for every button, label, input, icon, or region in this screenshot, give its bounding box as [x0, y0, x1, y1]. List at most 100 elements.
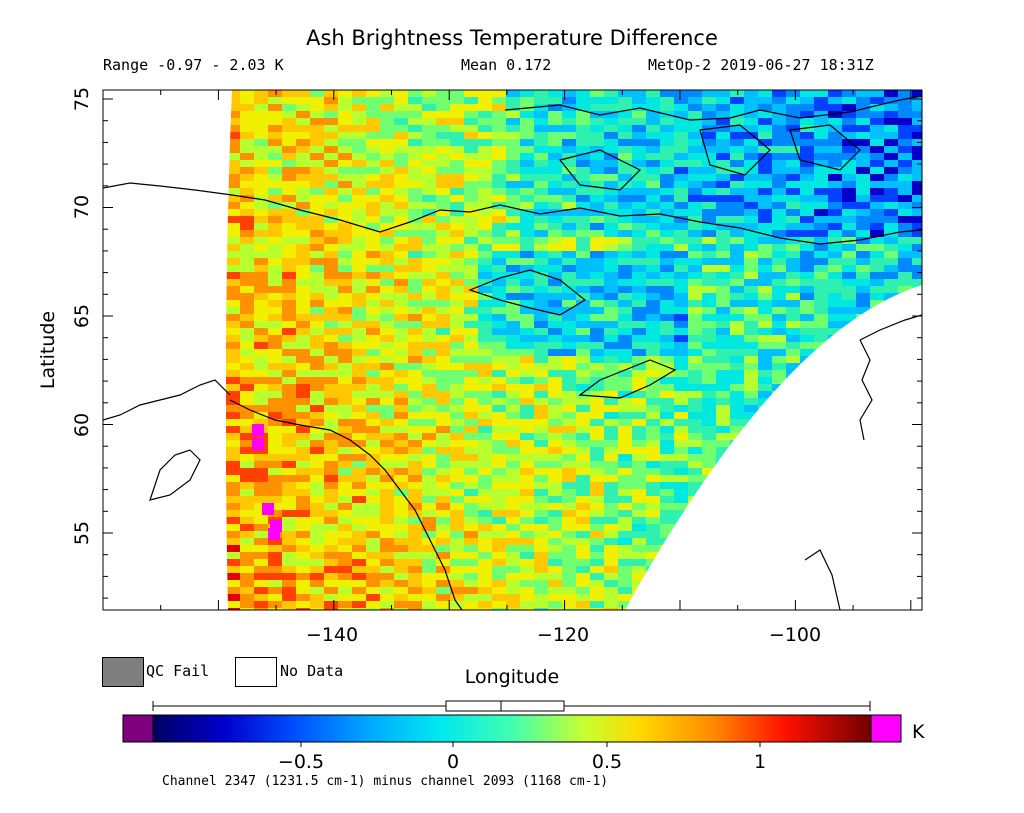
- swath-pixel: [870, 216, 885, 224]
- swath-pixel: [716, 349, 731, 357]
- swath-pixel: [800, 524, 815, 532]
- swath-pixel: [534, 468, 549, 476]
- swath-pixel: [324, 167, 339, 175]
- swath-pixel: [520, 454, 535, 462]
- swath-pixel: [352, 426, 367, 434]
- swath-pixel: [730, 538, 745, 546]
- swath-pixel: [590, 496, 605, 504]
- swath-pixel: [716, 251, 731, 259]
- swath-pixel: [380, 125, 395, 133]
- swath-pixel: [324, 496, 339, 504]
- swath-pixel: [520, 146, 535, 154]
- swath-pixel: [828, 552, 843, 560]
- swath-pixel: [702, 587, 717, 595]
- swath-pixel: [772, 398, 787, 406]
- swath-pixel: [324, 244, 339, 252]
- swath-pixel: [660, 356, 675, 364]
- swath-pixel: [772, 153, 787, 161]
- swath-pixel: [576, 559, 591, 567]
- swath-pixel: [534, 545, 549, 553]
- swath-pixel: [324, 454, 339, 462]
- swath-pixel: [450, 90, 465, 98]
- swath-pixel: [646, 454, 661, 462]
- swath-pixel: [646, 258, 661, 266]
- swath-pixel: [506, 223, 521, 231]
- swath-pixel: [352, 517, 367, 525]
- swath-pixel: [576, 251, 591, 259]
- swath-pixel: [632, 349, 647, 357]
- swath-pixel: [450, 475, 465, 483]
- swath-pixel: [842, 118, 857, 126]
- swath-pixel: [828, 454, 843, 462]
- swath-pixel: [632, 90, 647, 98]
- swath-pixel: [604, 370, 619, 378]
- swath-pixel: [576, 286, 591, 294]
- swath-pixel: [702, 349, 717, 357]
- swath-pixel: [898, 475, 913, 483]
- swath-pixel: [324, 174, 339, 182]
- swath-pixel: [226, 293, 241, 301]
- swath-pixel: [786, 139, 801, 147]
- swath-pixel: [856, 517, 871, 525]
- swath-pixel: [240, 321, 255, 329]
- swath-pixel: [828, 433, 843, 441]
- swath-pixel: [240, 482, 255, 490]
- swath-pixel: [478, 216, 493, 224]
- swath-pixel: [338, 398, 353, 406]
- swath-pixel: [632, 181, 647, 189]
- swath-pixel: [380, 608, 395, 610]
- swath-pixel: [492, 377, 507, 385]
- swath-pixel: [870, 482, 885, 490]
- swath-pixel: [436, 153, 451, 161]
- swath-pixel: [366, 139, 381, 147]
- swath-pixel: [604, 223, 619, 231]
- swath-pixel: [324, 440, 339, 448]
- swath-pixel: [800, 412, 815, 420]
- swath-pixel: [464, 223, 479, 231]
- swath-pixel: [366, 419, 381, 427]
- swath-pixel: [534, 300, 549, 308]
- swath-pixel: [366, 118, 381, 126]
- swath-pixel: [730, 405, 745, 413]
- swath-pixel: [786, 531, 801, 539]
- swath-pixel: [464, 258, 479, 266]
- swath-pixel: [352, 531, 367, 539]
- swath-pixel: [772, 97, 787, 105]
- swath-pixel: [856, 202, 871, 210]
- swath-pixel: [800, 363, 815, 371]
- swath-pixel: [338, 286, 353, 294]
- swath-pixel: [646, 580, 661, 588]
- swath-pixel: [842, 286, 857, 294]
- swath-pixel: [688, 489, 703, 497]
- swath-pixel: [324, 538, 339, 546]
- swath-pixel: [338, 377, 353, 385]
- swath-pixel: [338, 356, 353, 364]
- swath-pixel: [814, 363, 829, 371]
- swath-pixel: [744, 524, 759, 532]
- swath-pixel: [604, 594, 619, 602]
- swath-pixel: [688, 496, 703, 504]
- swath-pixel: [842, 363, 857, 371]
- swath-pixel: [506, 307, 521, 315]
- swath-pixel: [604, 118, 619, 126]
- swath-pixel: [674, 461, 689, 469]
- swath-pixel: [520, 300, 535, 308]
- swath-pixel: [380, 90, 395, 98]
- swath-pixel: [898, 391, 913, 399]
- swath-pixel: [744, 181, 759, 189]
- swath-pixel: [394, 335, 409, 343]
- swath-pixel: [828, 188, 843, 196]
- swath-pixel: [912, 251, 922, 259]
- swath-pixel: [646, 594, 661, 602]
- swath-pixel: [590, 342, 605, 350]
- swath-pixel: [268, 496, 283, 504]
- swath-pixel: [702, 230, 717, 238]
- swath-pixel: [828, 209, 843, 217]
- swath-pixel: [590, 384, 605, 392]
- swath-pixel: [912, 503, 922, 511]
- swath-pixel: [282, 160, 297, 168]
- swath-pixel: [324, 104, 339, 112]
- swath-pixel: [394, 412, 409, 420]
- swath-pixel: [436, 489, 451, 497]
- swath-pixel: [408, 181, 423, 189]
